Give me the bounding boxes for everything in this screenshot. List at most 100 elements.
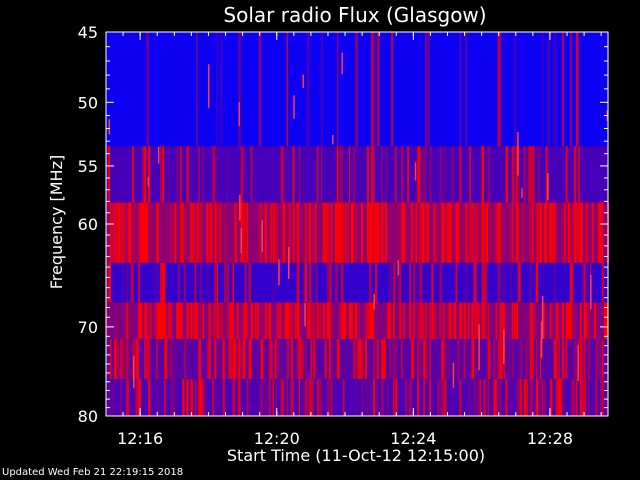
spectral-stripe bbox=[270, 339, 273, 380]
x-tick-label: 12:24 bbox=[390, 429, 436, 448]
spectral-stripe bbox=[260, 339, 264, 380]
spectral-stripe bbox=[336, 146, 339, 203]
spectral-stripe bbox=[523, 379, 527, 416]
spectral-stripe bbox=[326, 379, 330, 416]
spectral-stripe bbox=[110, 302, 112, 340]
spectral-stripe bbox=[549, 302, 552, 340]
spectral-stripe bbox=[148, 379, 151, 416]
spectral-stripe bbox=[212, 379, 214, 416]
spectral-stripe bbox=[369, 262, 372, 303]
spectral-stripe bbox=[477, 302, 481, 340]
spectral-stripe bbox=[222, 339, 226, 380]
spectral-stripe bbox=[208, 302, 211, 340]
spectral-stripe bbox=[114, 202, 116, 263]
band-background bbox=[106, 202, 608, 263]
spectral-stripe bbox=[138, 202, 141, 263]
spectral-stripe bbox=[288, 202, 291, 263]
spectral-stripe bbox=[409, 379, 412, 416]
spectral-stripe bbox=[513, 32, 517, 147]
spectral-stripe bbox=[202, 146, 205, 203]
spectral-stripe bbox=[264, 302, 267, 340]
spectral-stripe bbox=[565, 339, 568, 380]
spectral-stripe bbox=[475, 339, 478, 380]
spectral-stripe bbox=[403, 202, 406, 263]
burst-spike bbox=[540, 321, 543, 358]
spectral-stripe bbox=[601, 202, 604, 263]
spectral-stripe bbox=[571, 202, 574, 263]
spectral-stripe bbox=[483, 379, 486, 416]
spectral-stripe bbox=[475, 262, 477, 303]
spectral-stripe bbox=[192, 202, 195, 263]
spectral-stripe bbox=[186, 146, 189, 203]
spectral-stripe bbox=[469, 302, 472, 340]
spectral-stripe bbox=[182, 379, 185, 416]
spectral-stripe bbox=[497, 262, 501, 303]
spectral-stripe bbox=[142, 202, 146, 263]
spectral-stripe bbox=[569, 302, 574, 340]
spectral-stripe bbox=[310, 302, 314, 340]
spectral-stripe bbox=[451, 379, 453, 416]
spectral-stripe bbox=[198, 379, 202, 416]
spectral-stripe bbox=[326, 202, 330, 263]
spectral-stripe bbox=[395, 339, 397, 380]
spectral-stripe bbox=[150, 302, 153, 340]
spectral-stripe bbox=[244, 202, 247, 263]
spectral-stripe bbox=[286, 32, 289, 147]
spectral-stripe bbox=[577, 146, 581, 203]
spectral-stripe bbox=[108, 146, 111, 203]
spectral-stripe bbox=[206, 202, 210, 263]
spectral-stripe bbox=[336, 32, 339, 147]
spectral-stripe bbox=[497, 202, 500, 263]
spectral-stripe bbox=[268, 302, 272, 340]
spectral-stripe bbox=[246, 202, 249, 263]
spectral-stripe bbox=[330, 339, 334, 380]
spectral-stripe bbox=[298, 146, 301, 203]
spectral-stripe bbox=[274, 379, 277, 416]
spectral-stripe bbox=[531, 202, 534, 263]
spectral-stripe bbox=[485, 262, 488, 303]
spectral-stripe bbox=[304, 202, 307, 263]
spectral-stripe bbox=[248, 339, 252, 380]
spectral-stripe bbox=[499, 339, 503, 380]
burst-spike bbox=[590, 275, 592, 310]
spectral-stripe bbox=[124, 302, 128, 340]
burst-spike bbox=[341, 52, 343, 74]
spectral-stripe bbox=[531, 302, 534, 340]
spectral-stripe bbox=[226, 262, 230, 303]
spectral-stripe bbox=[405, 379, 408, 416]
spectral-stripe bbox=[122, 202, 124, 263]
band-5 bbox=[106, 339, 609, 380]
spectral-stripe bbox=[106, 262, 108, 303]
spectral-stripe bbox=[527, 302, 530, 340]
spectral-stripe bbox=[575, 32, 579, 147]
spectral-stripe bbox=[306, 379, 309, 416]
spectral-stripe bbox=[326, 302, 331, 340]
spectral-stripe bbox=[130, 262, 133, 303]
spectral-stripe bbox=[212, 302, 215, 340]
spectral-stripe bbox=[280, 379, 284, 416]
spectral-stripe bbox=[184, 202, 188, 263]
burst-spike bbox=[157, 146, 160, 164]
spectral-stripe bbox=[350, 202, 355, 263]
spectral-stripe bbox=[176, 146, 179, 203]
spectral-stripe bbox=[471, 302, 474, 340]
spectral-stripe bbox=[194, 262, 197, 303]
spectral-stripe bbox=[517, 379, 520, 416]
spectral-stripe bbox=[377, 32, 380, 147]
spectral-stripe bbox=[365, 379, 368, 416]
spectral-stripe bbox=[268, 202, 272, 263]
spectral-stripe bbox=[206, 262, 209, 303]
spectral-stripe bbox=[242, 202, 246, 263]
burst-spike bbox=[108, 119, 110, 135]
spectral-stripe bbox=[148, 302, 151, 340]
spectral-stripe bbox=[587, 379, 590, 416]
burst-spike bbox=[207, 64, 210, 108]
spectral-stripe bbox=[473, 302, 477, 340]
spectral-stripe bbox=[138, 262, 140, 303]
spectral-stripe bbox=[108, 339, 112, 380]
spectral-stripe bbox=[266, 202, 269, 263]
spectral-stripe bbox=[190, 302, 194, 340]
spectral-stripe bbox=[575, 379, 578, 416]
spectral-stripe bbox=[116, 339, 119, 380]
spectral-stripe bbox=[258, 379, 262, 416]
